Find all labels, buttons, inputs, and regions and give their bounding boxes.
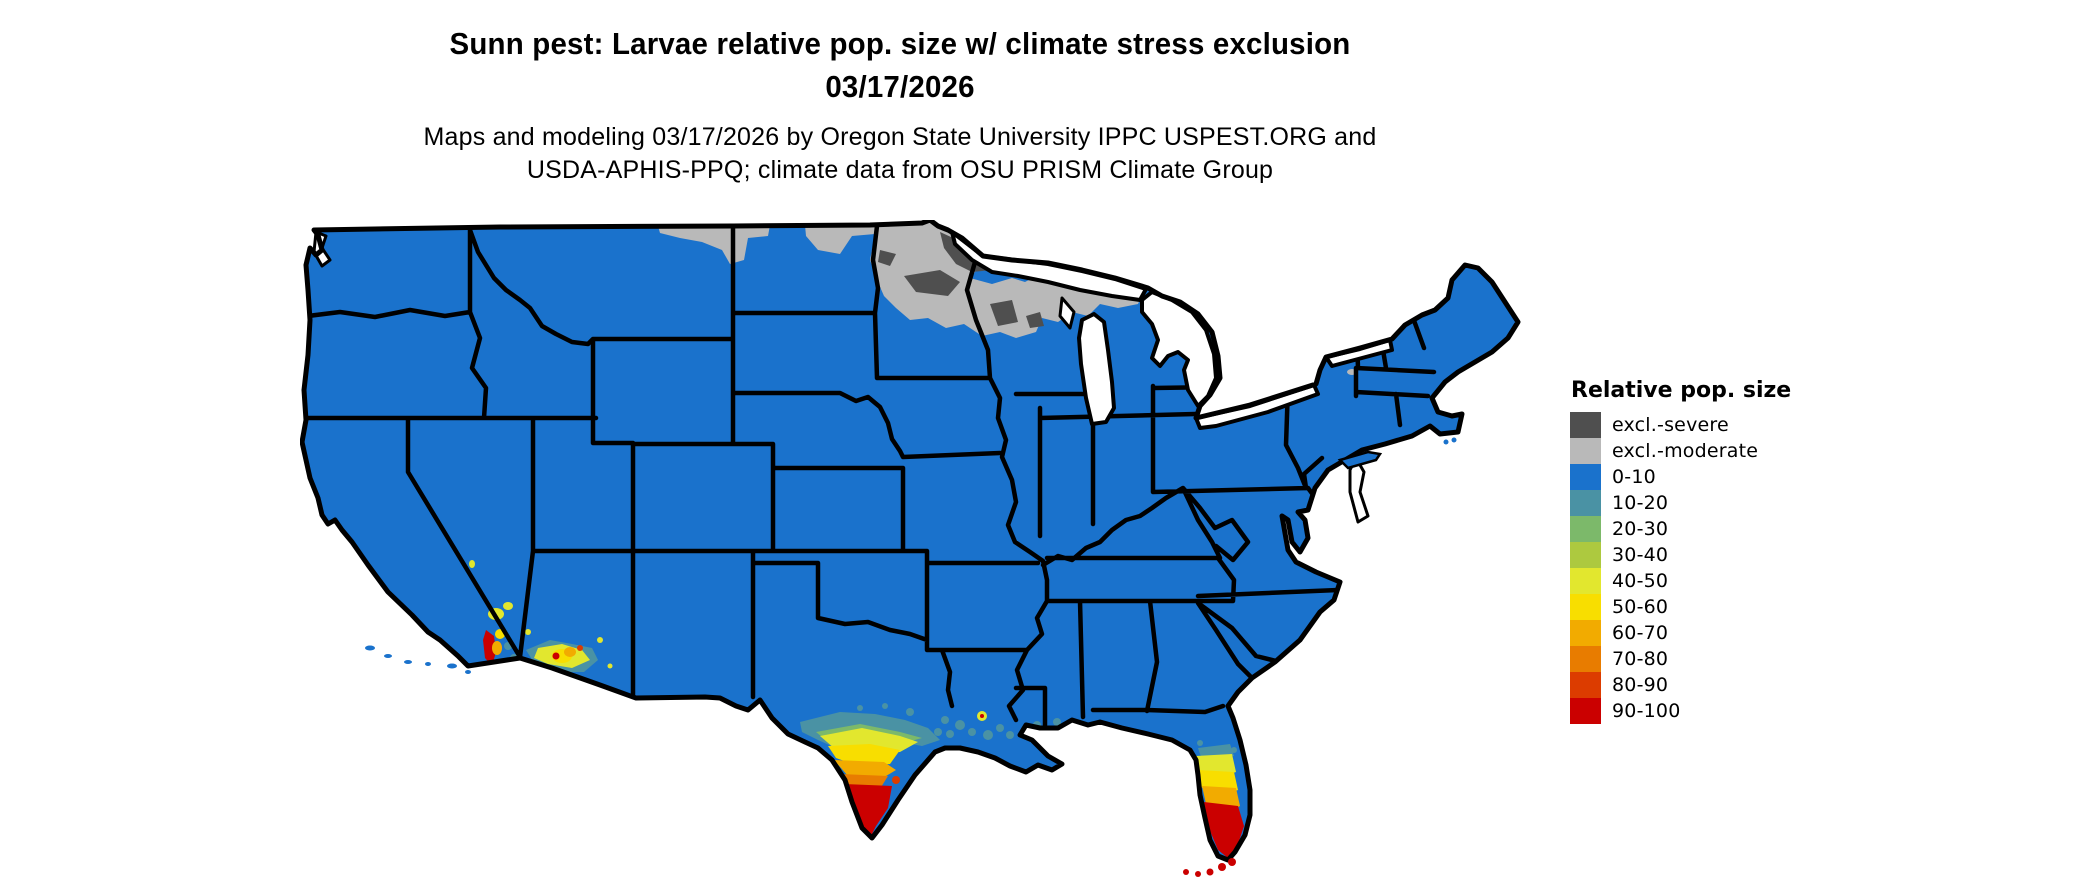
- green-bay: [1058, 296, 1076, 330]
- legend-item-label: 10-20: [1612, 492, 1669, 514]
- national-boundary: [300, 220, 1521, 863]
- legend-item: 10-20: [1570, 490, 1791, 516]
- legend-item: excl.-moderate: [1570, 438, 1791, 464]
- legend-item: 0-10: [1570, 464, 1791, 490]
- legend-item: 90-100: [1570, 698, 1791, 724]
- legend-item-label: 0-10: [1612, 466, 1656, 488]
- legend-item: 20-30: [1570, 516, 1791, 542]
- legend-item-label: 40-50: [1612, 570, 1669, 592]
- legend-item-label: 50-60: [1612, 596, 1669, 618]
- florida-keys: [1183, 858, 1236, 877]
- legend-item: 80-90: [1570, 672, 1791, 698]
- legend-swatch: [1570, 698, 1601, 724]
- map-subtitle-line2: USDA-APHIS-PPQ; climate data from OSU PR…: [526, 156, 1274, 184]
- legend-swatch: [1570, 412, 1601, 438]
- legend-swatch: [1570, 594, 1601, 620]
- legend-swatch: [1570, 646, 1601, 672]
- map-title-date: 03/17/2026: [825, 69, 975, 104]
- chesapeake-bay: [1348, 456, 1370, 524]
- legend-item: 50-60: [1570, 594, 1791, 620]
- legend-swatch: [1570, 568, 1601, 594]
- us-map-svg: [300, 220, 1521, 877]
- legend-item-label: excl.-severe: [1612, 414, 1729, 436]
- nantucket-island: [1443, 439, 1449, 445]
- us-choropleth-map: [300, 220, 1535, 892]
- legend-swatch: [1570, 490, 1601, 516]
- channel-islands: [365, 645, 471, 674]
- legend-item-label: excl.-moderate: [1612, 440, 1759, 462]
- map-subtitle: Maps and modeling 03/17/2026 by Oregon S…: [0, 121, 1800, 187]
- arizona-hotspot: [525, 629, 613, 672]
- legend-item-label: 20-30: [1612, 518, 1669, 540]
- legend-swatch: [1570, 516, 1601, 542]
- legend-item-label: 90-100: [1612, 700, 1681, 722]
- lakes-layer: [312, 230, 1394, 524]
- long-island: [1337, 450, 1383, 470]
- lake-michigan: [1077, 312, 1116, 426]
- page-header: Sunn pest: Larvae relative pop. size w/ …: [0, 22, 1800, 187]
- raster-layers: [302, 220, 1518, 860]
- islands-layer: [365, 437, 1457, 877]
- map-subtitle-line1: Maps and modeling 03/17/2026 by Oregon S…: [423, 123, 1377, 151]
- legend-item: 60-70: [1570, 620, 1791, 646]
- map-title-line1: Sunn pest: Larvae relative pop. size w/ …: [449, 26, 1351, 61]
- lake-huron: [1140, 290, 1218, 408]
- base-0-10-layer: [302, 220, 1518, 860]
- legend-item-label: 70-80: [1612, 648, 1669, 670]
- map-legend: Relative pop. size excl.-severe excl.-mod…: [1570, 378, 1791, 724]
- legend-item: 30-40: [1570, 542, 1791, 568]
- legend-item-label: 30-40: [1612, 544, 1669, 566]
- legend-item: 40-50: [1570, 568, 1791, 594]
- legend-rows: excl.-severe excl.-moderate 0-10 10-20 20-30…: [1570, 412, 1791, 724]
- legend-item: excl.-severe: [1570, 412, 1791, 438]
- legend-swatch: [1570, 542, 1601, 568]
- legend-title: Relative pop. size: [1571, 378, 1792, 403]
- legend-item-label: 80-90: [1612, 674, 1669, 696]
- legend-swatch: [1570, 620, 1601, 646]
- legend-item: 70-80: [1570, 646, 1791, 672]
- legend-swatch: [1570, 438, 1601, 464]
- legend-swatch: [1570, 464, 1601, 490]
- south-texas-hotspot: [800, 703, 942, 838]
- legend-item-label: 60-70: [1612, 622, 1669, 644]
- legend-swatch: [1570, 672, 1601, 698]
- florida-hotspot: [1196, 740, 1244, 858]
